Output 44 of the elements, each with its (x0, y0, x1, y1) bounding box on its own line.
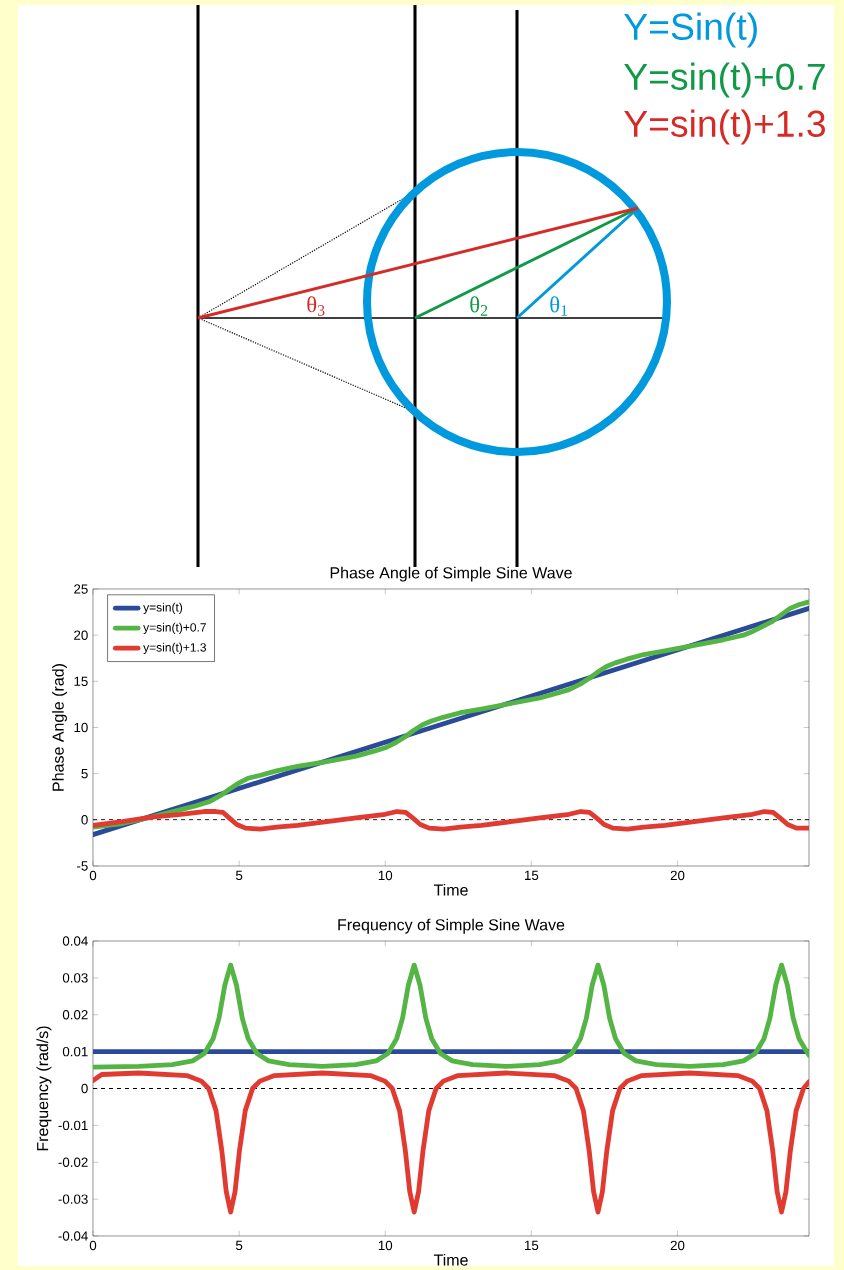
y-tick-label: -0.03 (58, 1194, 88, 1204)
y-tick-label: -5 (77, 861, 88, 871)
y-tick-label: 10 (74, 722, 88, 733)
y-tick-label: 5 (81, 769, 88, 779)
y-tick-label: -0.04 (58, 1231, 88, 1241)
y-tick-label: -0.01 (58, 1120, 88, 1131)
x-tick-label: 0 (89, 870, 97, 881)
y-tick-label: 25 (74, 584, 88, 594)
y-tick-label: -0.02 (58, 1157, 88, 1167)
x-tick-label: 10 (378, 1240, 393, 1251)
x-axis-title: Time (433, 883, 468, 896)
x-tick-label: 5 (235, 870, 243, 880)
text: Y=sin(t)+1.3 (624, 109, 825, 145)
y-axis-title: Frequency (rad/s) (36, 1026, 52, 1151)
x-tick-label: 15 (524, 870, 539, 880)
text: θ$_{1}$ (550, 296, 568, 316)
legend-label: y=sin(t)+0.7 (143, 622, 206, 635)
line-series (93, 962, 809, 1070)
text: Y=sin(t)+0.7 (624, 62, 825, 98)
x-tick-label: 15 (524, 1240, 539, 1250)
x-axis-title: Time (433, 1253, 468, 1266)
y-tick-label: 20 (74, 630, 88, 640)
y-tick-label: 0.01 (62, 1046, 88, 1057)
y-tick-label: 0.02 (62, 1010, 88, 1020)
y-tick-label: 0.03 (62, 973, 88, 983)
x-tick-label: 5 (235, 1240, 243, 1250)
text: Y=Sin(t) (624, 12, 757, 48)
y-tick-label: 15 (74, 676, 88, 686)
y-axis-title: Phase Angle (rad) (52, 664, 67, 791)
chart-title: Frequency of Simple Sine Wave (338, 918, 565, 934)
x-tick-label: 20 (670, 870, 685, 881)
text: θ$_{2}$ (470, 296, 488, 316)
y-tick-label: 0 (81, 815, 88, 825)
text: θ$_{3}$ (307, 296, 325, 316)
y-tick-label: 0 (81, 1083, 88, 1094)
legend-label: y=sin(t)+1.3 (143, 642, 206, 655)
line-series (93, 1070, 809, 1215)
chart-title: Phase Angle of Simple Sine Wave (330, 566, 572, 582)
x-tick-label: 0 (89, 1240, 97, 1251)
line-series (93, 809, 809, 832)
x-tick-label: 10 (378, 870, 393, 881)
legend-label: y=sin(t) (143, 602, 183, 614)
y-tick-label: 0.04 (62, 936, 88, 946)
x-tick-label: 20 (670, 1240, 685, 1251)
